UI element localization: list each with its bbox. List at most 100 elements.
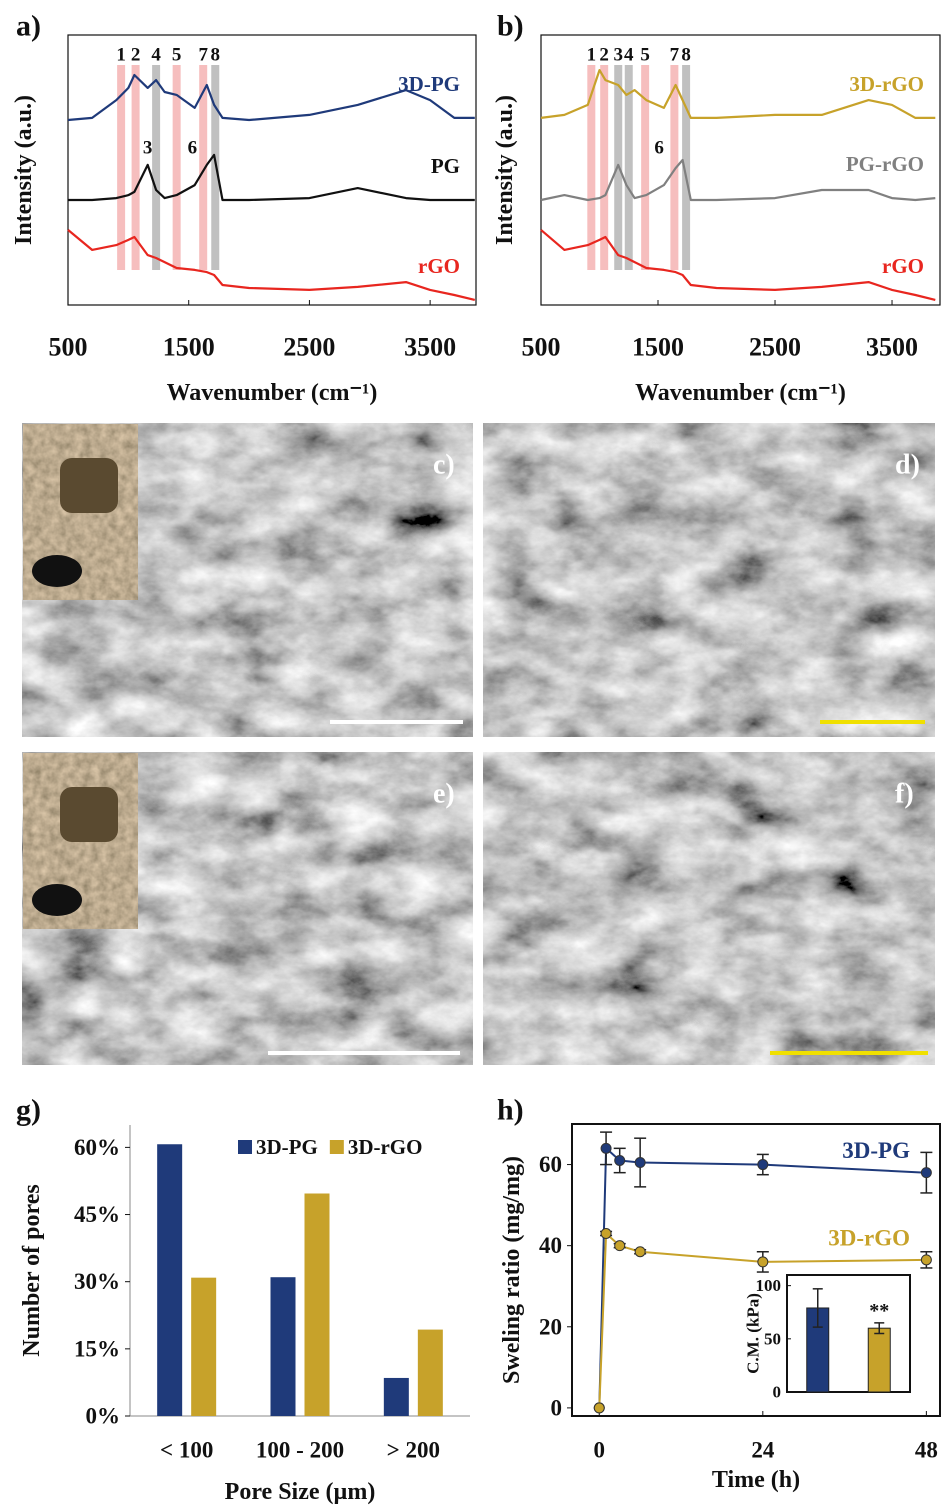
- series-line: [68, 230, 475, 300]
- peak-label: 2: [599, 45, 609, 66]
- bar: [384, 1378, 409, 1416]
- peak-label: 6: [188, 138, 198, 159]
- panel-label: e): [433, 779, 455, 810]
- marker: [758, 1160, 768, 1170]
- series-line: [68, 155, 475, 200]
- series-label: PG: [431, 154, 460, 178]
- y-tick-label: 15%: [74, 1336, 120, 1361]
- y-axis-title: Sweling ratio (mg/mg): [499, 1156, 525, 1384]
- series-label: 3D-rGO: [828, 1225, 910, 1250]
- legend-swatch: [330, 1140, 344, 1154]
- marker: [601, 1229, 611, 1239]
- marker: [601, 1143, 611, 1153]
- y-tick-label: 0: [551, 1395, 563, 1420]
- series-line: [541, 230, 935, 300]
- legend-label: 3D-rGO: [348, 1135, 423, 1159]
- y-tick-label: 60%: [74, 1135, 120, 1160]
- marker: [635, 1247, 645, 1257]
- panel-label: b): [497, 10, 524, 43]
- y-tick-label: 45%: [74, 1202, 120, 1227]
- inset-y-tick-label: 50: [764, 1329, 781, 1348]
- inset-y-label: C.M. (kPa): [744, 1293, 763, 1374]
- peak-label: 1: [587, 45, 597, 66]
- y-tick-label: 20: [539, 1314, 562, 1339]
- marker: [921, 1168, 931, 1178]
- x-tick-label: 2500: [283, 333, 335, 362]
- series-label: rGO: [882, 254, 924, 278]
- peak-label: 5: [172, 45, 182, 66]
- sem-image: [483, 423, 935, 737]
- peak-label: 3: [143, 138, 153, 159]
- sem-image: [483, 752, 935, 1065]
- peak-label: 7: [198, 45, 208, 66]
- x-axis-title: Time (h): [712, 1467, 800, 1493]
- x-tick-label: < 100: [160, 1438, 213, 1463]
- peak-band: [152, 65, 160, 270]
- peak-label: 4: [151, 45, 161, 66]
- y-axis-title: Intensity (a.u.): [11, 95, 37, 245]
- y-tick-label: 60: [539, 1152, 562, 1177]
- x-tick-label: 0: [594, 1438, 606, 1463]
- x-axis-title: Wavenumber (cm⁻¹): [167, 380, 378, 406]
- series-label: 3D-PG: [398, 72, 460, 96]
- figure: c)d)e)f)a)500150025003500Wavenumber (cm⁻…: [0, 0, 945, 1506]
- panel-label: h): [497, 1094, 524, 1127]
- peak-label: 1: [116, 45, 126, 66]
- legend-label: 3D-PG: [256, 1135, 318, 1159]
- bar: [271, 1277, 296, 1416]
- y-tick-label: 30%: [74, 1269, 120, 1294]
- bar: [418, 1330, 443, 1416]
- peak-label: 8: [681, 45, 691, 66]
- ruler-mark: [32, 884, 82, 916]
- panel-label: g): [16, 1094, 41, 1127]
- x-tick-label: 1500: [163, 333, 215, 362]
- series-label: PG-rGO: [846, 152, 924, 176]
- annotation: **: [869, 1300, 889, 1322]
- panel-label: a): [16, 10, 41, 43]
- panel-label: f): [895, 779, 914, 810]
- x-tick-label: 3500: [866, 333, 918, 362]
- x-tick-label: 24: [751, 1438, 775, 1463]
- marker: [594, 1403, 604, 1413]
- panel-label: d): [895, 450, 920, 481]
- x-tick-label: 500: [49, 333, 88, 362]
- bar: [191, 1278, 216, 1416]
- peak-label: 2: [131, 45, 141, 66]
- peak-label: 7: [670, 45, 680, 66]
- inset-y-tick-label: 100: [756, 1276, 782, 1295]
- x-tick-label: 500: [522, 333, 561, 362]
- inset-bar: [868, 1328, 890, 1392]
- y-axis-title: Intensity (a.u.): [492, 95, 518, 245]
- x-tick-label: 3500: [404, 333, 456, 362]
- legend-swatch: [238, 1140, 252, 1154]
- x-axis-title: Wavenumber (cm⁻¹): [635, 380, 846, 406]
- marker: [758, 1257, 768, 1267]
- x-tick-label: 2500: [749, 333, 801, 362]
- y-tick-label: 40: [539, 1233, 562, 1258]
- marker: [921, 1255, 931, 1265]
- peak-label: 3: [613, 45, 623, 66]
- x-axis-title: Pore Size (µm): [225, 1479, 376, 1505]
- x-tick-label: > 200: [387, 1438, 440, 1463]
- scaffold: [60, 458, 118, 513]
- inset-frame: [787, 1275, 910, 1392]
- marker: [615, 1241, 625, 1251]
- x-tick-label: 100 - 200: [256, 1438, 344, 1463]
- peak-label: 4: [624, 45, 634, 66]
- bar: [157, 1144, 182, 1416]
- peak-label: 6: [654, 138, 664, 159]
- y-tick-label: 0%: [86, 1404, 121, 1429]
- x-tick-label: 48: [915, 1438, 938, 1463]
- series-label: rGO: [418, 254, 460, 278]
- marker: [615, 1156, 625, 1166]
- scaffold: [60, 787, 118, 842]
- peak-label: 8: [211, 45, 221, 66]
- peak-label: 5: [640, 45, 650, 66]
- series-label: 3D-PG: [842, 1138, 910, 1163]
- inset-y-tick-label: 0: [773, 1383, 782, 1402]
- x-tick-label: 1500: [632, 333, 684, 362]
- bar: [305, 1193, 330, 1416]
- ruler-mark: [32, 555, 82, 587]
- y-axis-title: Number of pores: [19, 1184, 45, 1356]
- peak-band: [211, 65, 219, 270]
